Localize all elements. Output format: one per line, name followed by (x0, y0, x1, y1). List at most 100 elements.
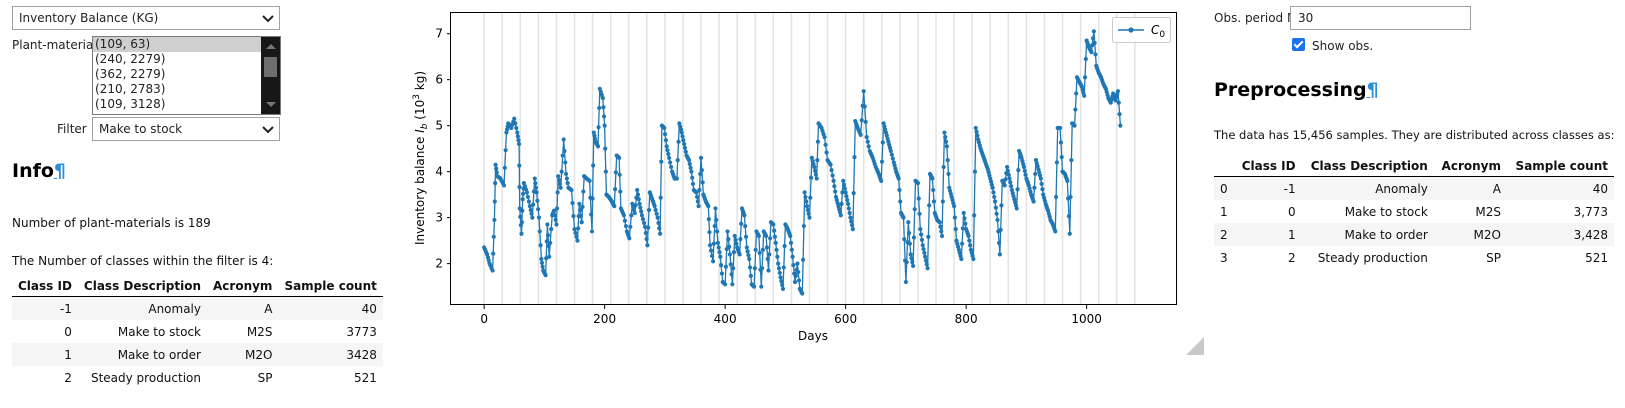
table-cell: SP (1486, 250, 1501, 265)
data-point (731, 250, 737, 255)
data-point (545, 222, 550, 227)
data-point (517, 184, 522, 190)
data-point (676, 139, 681, 144)
table-row: 2 1 Make to order M2O 3,428 (1214, 223, 1614, 246)
data-point (778, 275, 783, 280)
data-point (569, 187, 574, 193)
column-header (1214, 155, 1235, 177)
table-cell: A (1433, 176, 1507, 200)
data-point (549, 227, 554, 232)
preprocessing-summary: The data has 15,456 samples. They are di… (1214, 128, 1615, 142)
plant-material-option[interactable]: (362, 2279) (95, 67, 166, 81)
x-tick-label: 800 (955, 312, 978, 326)
obs-period-input[interactable]: 30 (1290, 6, 1471, 30)
data-point (961, 210, 966, 216)
data-point (725, 229, 730, 234)
x-tick-label: 200 (593, 312, 616, 326)
data-point (589, 212, 594, 217)
data-point (906, 230, 912, 236)
data-point (850, 227, 855, 232)
plant-material-option[interactable]: (109, 3128) (95, 97, 166, 111)
data-point (694, 190, 699, 195)
data-point (927, 203, 932, 208)
data-point (646, 225, 651, 230)
data-point (747, 265, 753, 270)
data-point (775, 254, 780, 259)
data-point (1067, 231, 1072, 236)
show-obs-checkbox[interactable] (1292, 38, 1305, 51)
data-point (525, 194, 531, 200)
data-point (973, 125, 978, 131)
data-point (764, 245, 770, 250)
data-point (808, 195, 813, 200)
data-point (764, 233, 769, 239)
data-point (513, 121, 518, 126)
plant-material-option[interactable]: (240, 2279) (95, 52, 166, 66)
data-point (995, 217, 1000, 223)
resize-handle[interactable] (1186, 337, 1204, 355)
data-point (601, 105, 606, 110)
data-point (664, 144, 669, 149)
data-point (539, 260, 545, 265)
data-point (807, 215, 812, 220)
data-point (675, 158, 680, 163)
data-point (931, 187, 936, 193)
data-point (712, 223, 717, 229)
data-point (665, 148, 670, 153)
data-point (911, 235, 917, 240)
data-point (707, 243, 713, 248)
data-point (861, 89, 866, 94)
data-point (1023, 172, 1028, 177)
data-point (728, 262, 733, 267)
data-point (1117, 112, 1122, 117)
data-point (558, 185, 563, 190)
table-cell: 3773 (346, 324, 377, 339)
plant-material-listbox[interactable]: (109, 63) (240, 2279) (362, 2279) (210, … (92, 36, 281, 115)
table-cell: 3428 (278, 343, 383, 366)
listbox-scrollbar[interactable] (261, 37, 280, 114)
scroll-down-icon[interactable] (266, 102, 276, 107)
table-row: -1 Anomaly A 40 (12, 296, 383, 320)
data-point (937, 220, 942, 225)
table-cell: M2O (1433, 223, 1507, 246)
data-point (972, 213, 977, 218)
table-cell: 3,773 (1573, 204, 1608, 219)
data-point (729, 272, 734, 277)
data-point (1072, 123, 1077, 128)
scroll-up-icon[interactable] (266, 44, 276, 49)
data-point (997, 252, 1002, 257)
data-point (812, 164, 817, 170)
data-point (768, 236, 773, 241)
data-point (847, 210, 852, 216)
data-point (628, 224, 633, 229)
data-point (772, 228, 777, 233)
data-point (535, 198, 540, 203)
info-anchor-link[interactable]: ¶ (53, 160, 67, 182)
data-point (627, 236, 632, 241)
column-header: Sample count (278, 275, 383, 297)
data-point (805, 207, 810, 213)
data-point (695, 199, 700, 204)
preprocessing-anchor-link[interactable]: ¶ (1366, 79, 1379, 101)
data-point (536, 207, 541, 212)
data-point (919, 232, 924, 237)
scrollbar-thumb[interactable] (264, 57, 277, 77)
data-point (623, 223, 629, 229)
data-point (945, 158, 950, 163)
table-cell: 1 (12, 343, 78, 366)
filter-select[interactable]: Make to stock (92, 117, 280, 141)
data-point (600, 95, 605, 101)
data-point (780, 286, 786, 292)
plant-material-option[interactable]: (210, 2783) (95, 82, 166, 96)
data-point (1093, 52, 1098, 57)
data-point (862, 104, 867, 109)
y-tick-label: 7 (435, 27, 443, 41)
variable-select[interactable]: Inventory Balance (KG) (12, 6, 280, 30)
plant-material-option[interactable]: (109, 63) (93, 37, 261, 52)
data-point (492, 199, 497, 204)
data-point (814, 176, 819, 181)
data-point (1083, 56, 1088, 62)
data-point (553, 217, 558, 223)
data-point (698, 155, 704, 160)
data-point (524, 190, 530, 195)
